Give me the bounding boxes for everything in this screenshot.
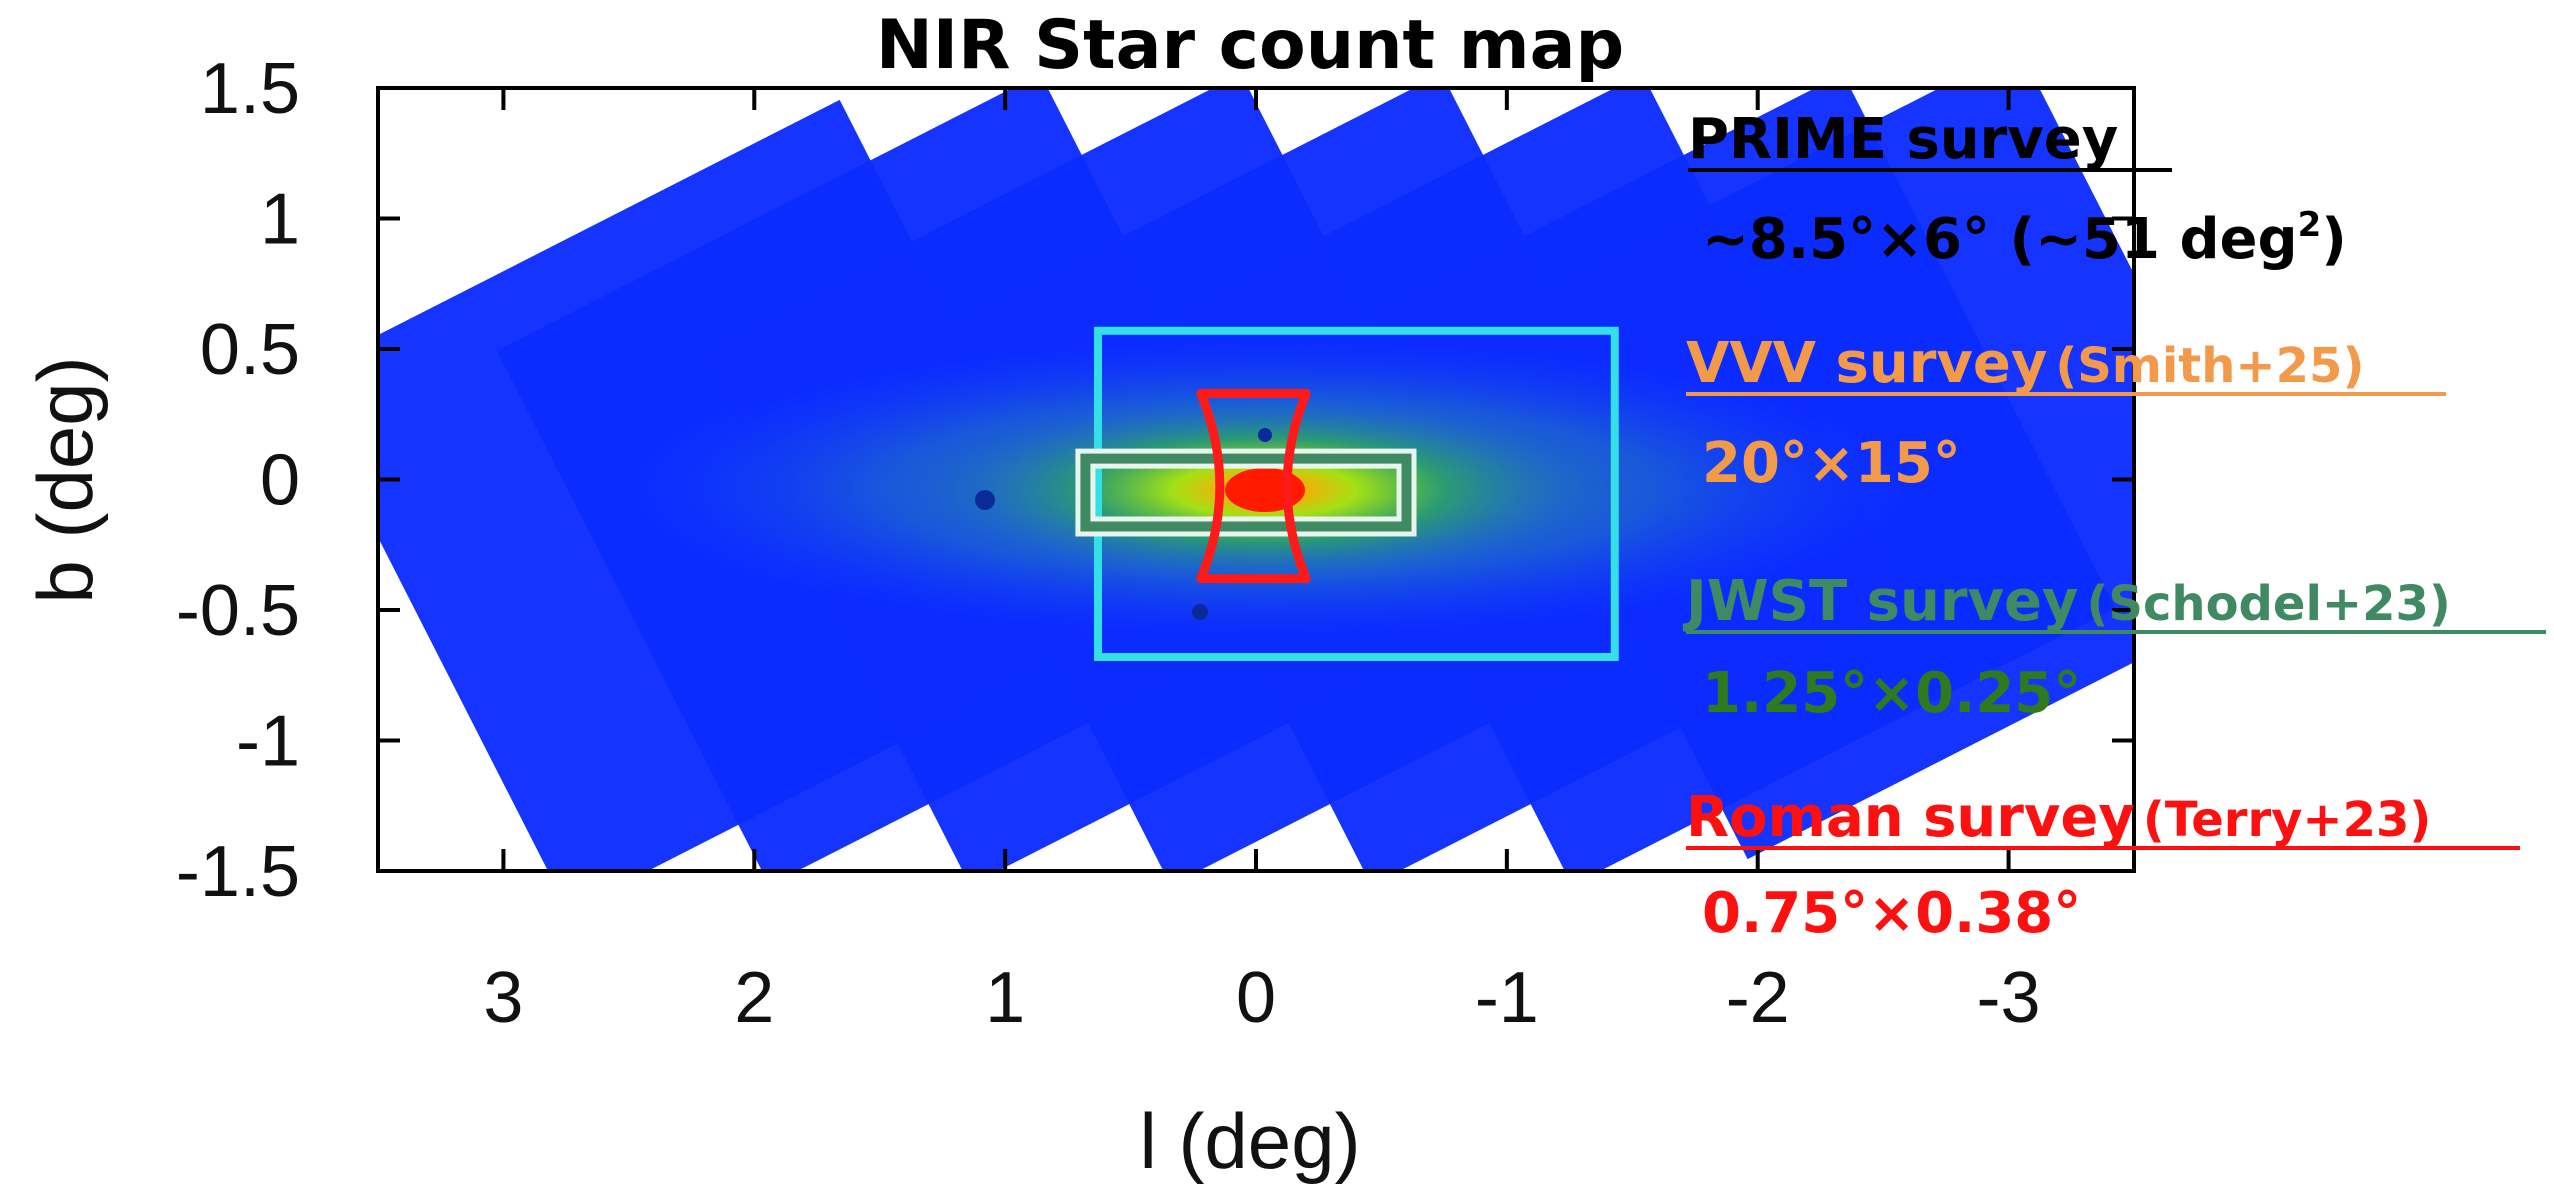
x-tick-label: -1 <box>1475 958 1539 1038</box>
prime-survey-size: ~8.5°×6° (~51 deg2) <box>1702 205 2347 272</box>
roman-annotation: Roman survey (Terry+23) 0.75°×0.38° <box>1686 785 2520 946</box>
vvv-survey-outline <box>1093 326 1619 661</box>
jwst-survey-heading: JWST survey <box>1682 569 2078 634</box>
y-tick-label: 0 <box>260 441 300 521</box>
y-tick-label: -1.5 <box>176 832 300 912</box>
y-tick-label: 1.5 <box>200 49 300 129</box>
vvv-survey-heading-line: VVV survey (Smith+25) <box>1686 331 2364 396</box>
jwst-survey-heading-line: JWST survey (Schodel+23) <box>1682 569 2451 634</box>
y-tick-label: -0.5 <box>176 571 300 651</box>
roman-survey-size: 0.75°×0.38° <box>1702 881 2081 946</box>
core-hotspot <box>1225 468 1305 512</box>
jwst-citation: (Schodel+23) <box>2086 576 2450 632</box>
x-axis-label: l (deg) <box>1139 1097 1360 1185</box>
star-count-heatmap <box>378 88 2134 871</box>
roman-survey-outline <box>1196 388 1311 584</box>
y-tick-label: -1 <box>236 702 300 782</box>
x-tick-label: 0 <box>1236 958 1276 1038</box>
jwst-annotation: JWST survey (Schodel+23) 1.25°×0.25° <box>1682 569 2546 726</box>
x-tick-label: -3 <box>1977 958 2041 1038</box>
dark-cloud <box>1192 604 1208 620</box>
x-tick-label: 1 <box>985 958 1025 1038</box>
dark-cloud <box>1258 428 1272 442</box>
y-axis-ticks: 1.5 1 0.5 0 -0.5 -1 -1.5 <box>176 49 2134 912</box>
vvv-survey-size: 20°×15° <box>1702 431 1961 496</box>
y-tick-label: 0.5 <box>200 310 300 390</box>
dark-cloud <box>975 490 995 510</box>
roman-survey-heading: Roman survey <box>1686 785 2135 850</box>
prime-survey-heading: PRIME survey <box>1688 107 2118 172</box>
prime-annotation: PRIME survey ~8.5°×6° (~51 deg2) <box>1688 107 2347 272</box>
vvv-citation: (Smith+25) <box>2055 338 2364 394</box>
prime-size-close: ) <box>2321 207 2347 272</box>
jwst-survey-size: 1.25°×0.25° <box>1702 661 2081 726</box>
survey-overlays <box>1075 326 1619 661</box>
y-tick-label: 1 <box>260 180 300 260</box>
chart-title: NIR Star count map <box>876 6 1624 85</box>
x-axis-ticks: 3 2 1 0 -1 -2 -3 <box>483 88 2041 1038</box>
jwst-survey-outline-core <box>1080 453 1412 532</box>
roman-survey-heading-line: Roman survey (Terry+23) <box>1686 785 2431 850</box>
x-tick-label: 3 <box>483 958 523 1038</box>
vvv-annotation: VVV survey (Smith+25) 20°×15° <box>1686 331 2446 496</box>
prime-size-superscript: 2 <box>2298 205 2322 245</box>
roman-citation: (Terry+23) <box>2143 792 2431 848</box>
y-axis-label: b (deg) <box>21 356 109 603</box>
prime-size-main: ~8.5°×6° (~51 deg <box>1702 207 2298 272</box>
x-tick-label: -2 <box>1726 958 1790 1038</box>
x-tick-label: 2 <box>734 958 774 1038</box>
vvv-survey-heading: VVV survey <box>1686 331 2047 396</box>
